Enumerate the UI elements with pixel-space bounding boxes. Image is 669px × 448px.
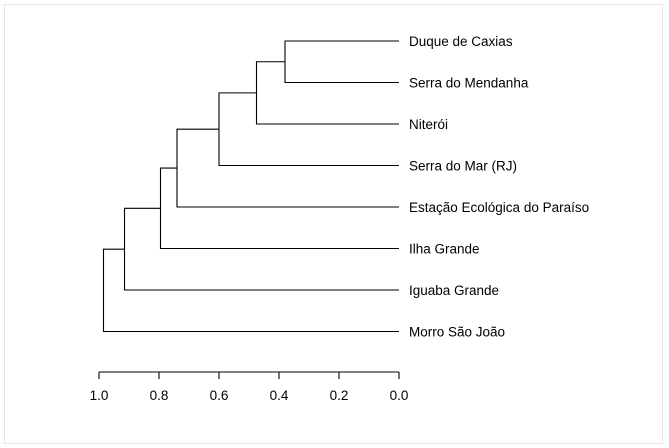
leaf-label: Niterói: [409, 117, 448, 132]
leaf-label: Serra do Mendanha: [409, 76, 529, 91]
leaf-label: Morro São João: [409, 325, 505, 340]
x-axis: 1.0 0.8 0.6 0.4 0.2 0.0: [90, 371, 409, 403]
plot-frame: Duque de Caxias Serra do Mendanha Niterói S…: [4, 4, 663, 444]
leaf-labels: Duque de Caxias Serra do Mendanha Niterói S…: [409, 34, 589, 340]
dendrogram-chart: Duque de Caxias Serra do Mendanha Niterói S…: [90, 34, 590, 403]
x-axis-tick-label: 0.6: [210, 388, 229, 403]
leaf-label: Ilha Grande: [409, 242, 480, 257]
leaf-label: Serra do Mar (RJ): [409, 159, 517, 174]
dendrogram-branch-2: [218, 92, 399, 167]
leaf-label: Iguaba Grande: [409, 283, 499, 298]
leaf-label: Estação Ecológica do Paraíso: [409, 200, 589, 215]
dendrogram-branches: [102, 40, 399, 333]
dendrogram-branch-6: [102, 248, 399, 333]
dendrogram-branch-3: [176, 128, 399, 208]
x-axis-tick-label: 0.8: [150, 388, 169, 403]
x-axis-tick-label: 0.0: [390, 388, 409, 403]
dendrogram-branch-1: [255, 61, 399, 125]
leaf-label: Duque de Caxias: [409, 34, 513, 49]
x-axis-tick-label: 1.0: [90, 388, 109, 403]
dendrogram-branch-5: [123, 207, 399, 291]
dendrogram-branch-0: [284, 40, 399, 84]
x-axis-tick-label: 0.2: [330, 388, 349, 403]
dendrogram-branch-4: [159, 167, 399, 250]
x-axis-tick-label: 0.4: [270, 388, 289, 403]
